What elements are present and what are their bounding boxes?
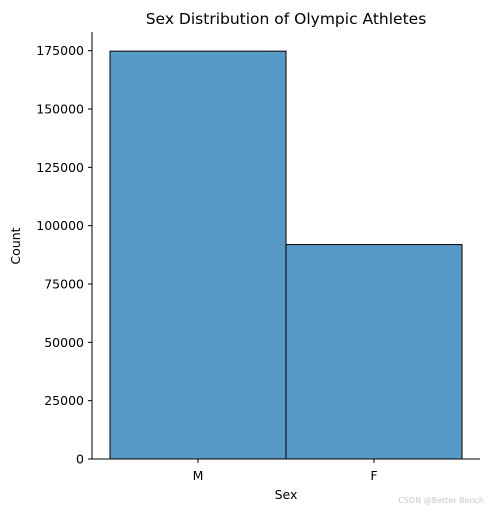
chart-title: Sex Distribution of Olympic Athletes	[146, 10, 427, 28]
y-tick-label: 25000	[44, 393, 84, 408]
y-tick-label: 150000	[36, 102, 84, 117]
y-axis-label: Count	[8, 227, 23, 264]
y-tick-label: 50000	[44, 335, 84, 350]
watermark: CSDN @Better Bench	[398, 496, 484, 505]
x-axis-label: Sex	[275, 487, 298, 502]
y-axis-ticks: 0 25000 50000 75000 100000 125000 150000 175000	[36, 43, 92, 467]
y-tick-label: 100000	[36, 218, 84, 233]
y-tick-label: 0	[76, 452, 84, 467]
y-tick-label: 125000	[36, 160, 84, 175]
y-tick-label: 175000	[36, 43, 84, 58]
bars-group	[109, 50, 463, 460]
x-tick-label-f: F	[370, 468, 377, 483]
x-tick-label-m: M	[193, 468, 204, 483]
bar-m	[109, 50, 287, 460]
bar-f	[285, 244, 463, 460]
y-tick-label: 75000	[44, 277, 84, 292]
